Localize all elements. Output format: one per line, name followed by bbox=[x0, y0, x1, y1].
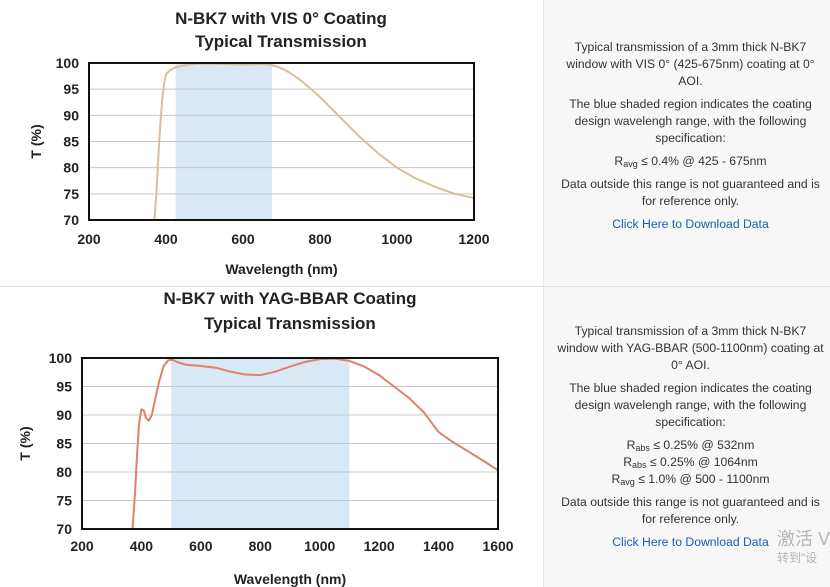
chart-panel-yag: N-BK7 with YAG-BBAR Coating Typical Trans… bbox=[0, 287, 543, 587]
x-tick-label: 1000 bbox=[381, 231, 412, 247]
y-axis-label: T (%) bbox=[17, 426, 33, 460]
spec-item: Rabs ≤ 0.25% @ 532nm bbox=[626, 438, 755, 453]
transmission-chart-yag: N-BK7 with YAG-BBAR Coating Typical Trans… bbox=[17, 289, 514, 587]
y-tick-label: 75 bbox=[63, 186, 79, 202]
description-intro: Typical transmission of a 3mm thick N-BK… bbox=[557, 324, 824, 372]
chart-title: N-BK7 with YAG-BBAR Coating bbox=[163, 289, 416, 308]
plot-frame bbox=[81, 357, 499, 530]
x-tick-label: 400 bbox=[154, 231, 178, 247]
activation-watermark: 激活 V 转到"设 bbox=[777, 528, 830, 566]
x-tick-label: 1200 bbox=[364, 538, 395, 554]
x-axis-label: Wavelength (nm) bbox=[234, 571, 346, 587]
y-tick-label: 100 bbox=[56, 55, 80, 71]
x-axis-label: Wavelength (nm) bbox=[225, 261, 337, 277]
chart-row-2: N-BK7 with YAG-BBAR Coating Typical Trans… bbox=[0, 287, 830, 587]
y-tick-label: 80 bbox=[63, 160, 79, 176]
y-tick-label: 85 bbox=[63, 134, 79, 150]
watermark-line-2: 转到"设 bbox=[777, 551, 818, 565]
y-tick-label: 95 bbox=[56, 379, 72, 395]
transmission-line bbox=[131, 357, 499, 530]
spec-list: Ravg ≤ 0.4% @ 425 - 675nm bbox=[556, 153, 825, 170]
y-tick-label: 90 bbox=[56, 407, 72, 423]
description-yag: Typical transmission of a 3mm thick N-BK… bbox=[544, 323, 830, 557]
chart-subtitle: Typical Transmission bbox=[204, 314, 376, 333]
x-tick-label: 600 bbox=[189, 538, 213, 554]
spec-item: Ravg ≤ 0.4% @ 425 - 675nm bbox=[614, 154, 767, 169]
chart-row-1: N-BK7 with VIS 0° Coating Typical Transmi… bbox=[0, 0, 830, 287]
description-panel-vis: Typical transmission of a 3mm thick N-BK… bbox=[543, 0, 830, 286]
watermark-line-1: 激活 V bbox=[777, 529, 830, 549]
y-tick-label: 85 bbox=[56, 436, 72, 452]
x-tick-label: 200 bbox=[77, 231, 101, 247]
plot-frame bbox=[88, 62, 475, 221]
description-shaded-note: The blue shaded region indicates the coa… bbox=[569, 97, 812, 145]
y-tick-label: 70 bbox=[56, 521, 72, 537]
y-tick-label: 80 bbox=[56, 464, 72, 480]
chart-panel-vis: N-BK7 with VIS 0° Coating Typical Transmi… bbox=[0, 0, 543, 286]
download-data-link[interactable]: Click Here to Download Data bbox=[612, 535, 769, 549]
x-tick-label: 800 bbox=[249, 538, 273, 554]
x-tick-label: 1400 bbox=[423, 538, 454, 554]
download-data-link[interactable]: Click Here to Download Data bbox=[612, 217, 769, 231]
y-tick-label: 75 bbox=[56, 493, 72, 509]
x-tick-label: 1000 bbox=[304, 538, 335, 554]
chart-title: N-BK7 with VIS 0° Coating bbox=[175, 9, 387, 28]
description-vis: Typical transmission of a 3mm thick N-BK… bbox=[544, 39, 830, 239]
chart-subtitle: Typical Transmission bbox=[195, 32, 367, 51]
description-intro: Typical transmission of a 3mm thick N-BK… bbox=[566, 40, 815, 88]
description-disclaimer: Data outside this range is not guarantee… bbox=[561, 495, 820, 526]
description-panel-yag: Typical transmission of a 3mm thick N-BK… bbox=[543, 287, 830, 587]
y-tick-label: 70 bbox=[63, 212, 79, 228]
description-shaded-note: The blue shaded region indicates the coa… bbox=[569, 381, 812, 429]
description-disclaimer: Data outside this range is not guarantee… bbox=[561, 177, 820, 208]
y-tick-label: 90 bbox=[63, 107, 79, 123]
x-tick-label: 1600 bbox=[482, 538, 513, 554]
x-tick-label: 800 bbox=[308, 231, 332, 247]
transmission-chart-vis: N-BK7 with VIS 0° Coating Typical Transmi… bbox=[28, 9, 490, 277]
spec-item: Ravg ≤ 1.0% @ 500 - 1100nm bbox=[611, 472, 770, 487]
y-tick-label: 95 bbox=[63, 81, 79, 97]
y-axis-label: T (%) bbox=[28, 124, 44, 158]
transmission-line bbox=[153, 62, 475, 221]
spec-item: Rabs ≤ 0.25% @ 1064nm bbox=[623, 455, 758, 470]
x-tick-label: 200 bbox=[70, 538, 94, 554]
x-tick-label: 400 bbox=[130, 538, 154, 554]
x-tick-label: 600 bbox=[231, 231, 255, 247]
x-tick-label: 1200 bbox=[458, 231, 489, 247]
spec-list: Rabs ≤ 0.25% @ 532nm Rabs ≤ 0.25% @ 1064… bbox=[556, 437, 825, 488]
y-tick-label: 100 bbox=[49, 350, 73, 366]
